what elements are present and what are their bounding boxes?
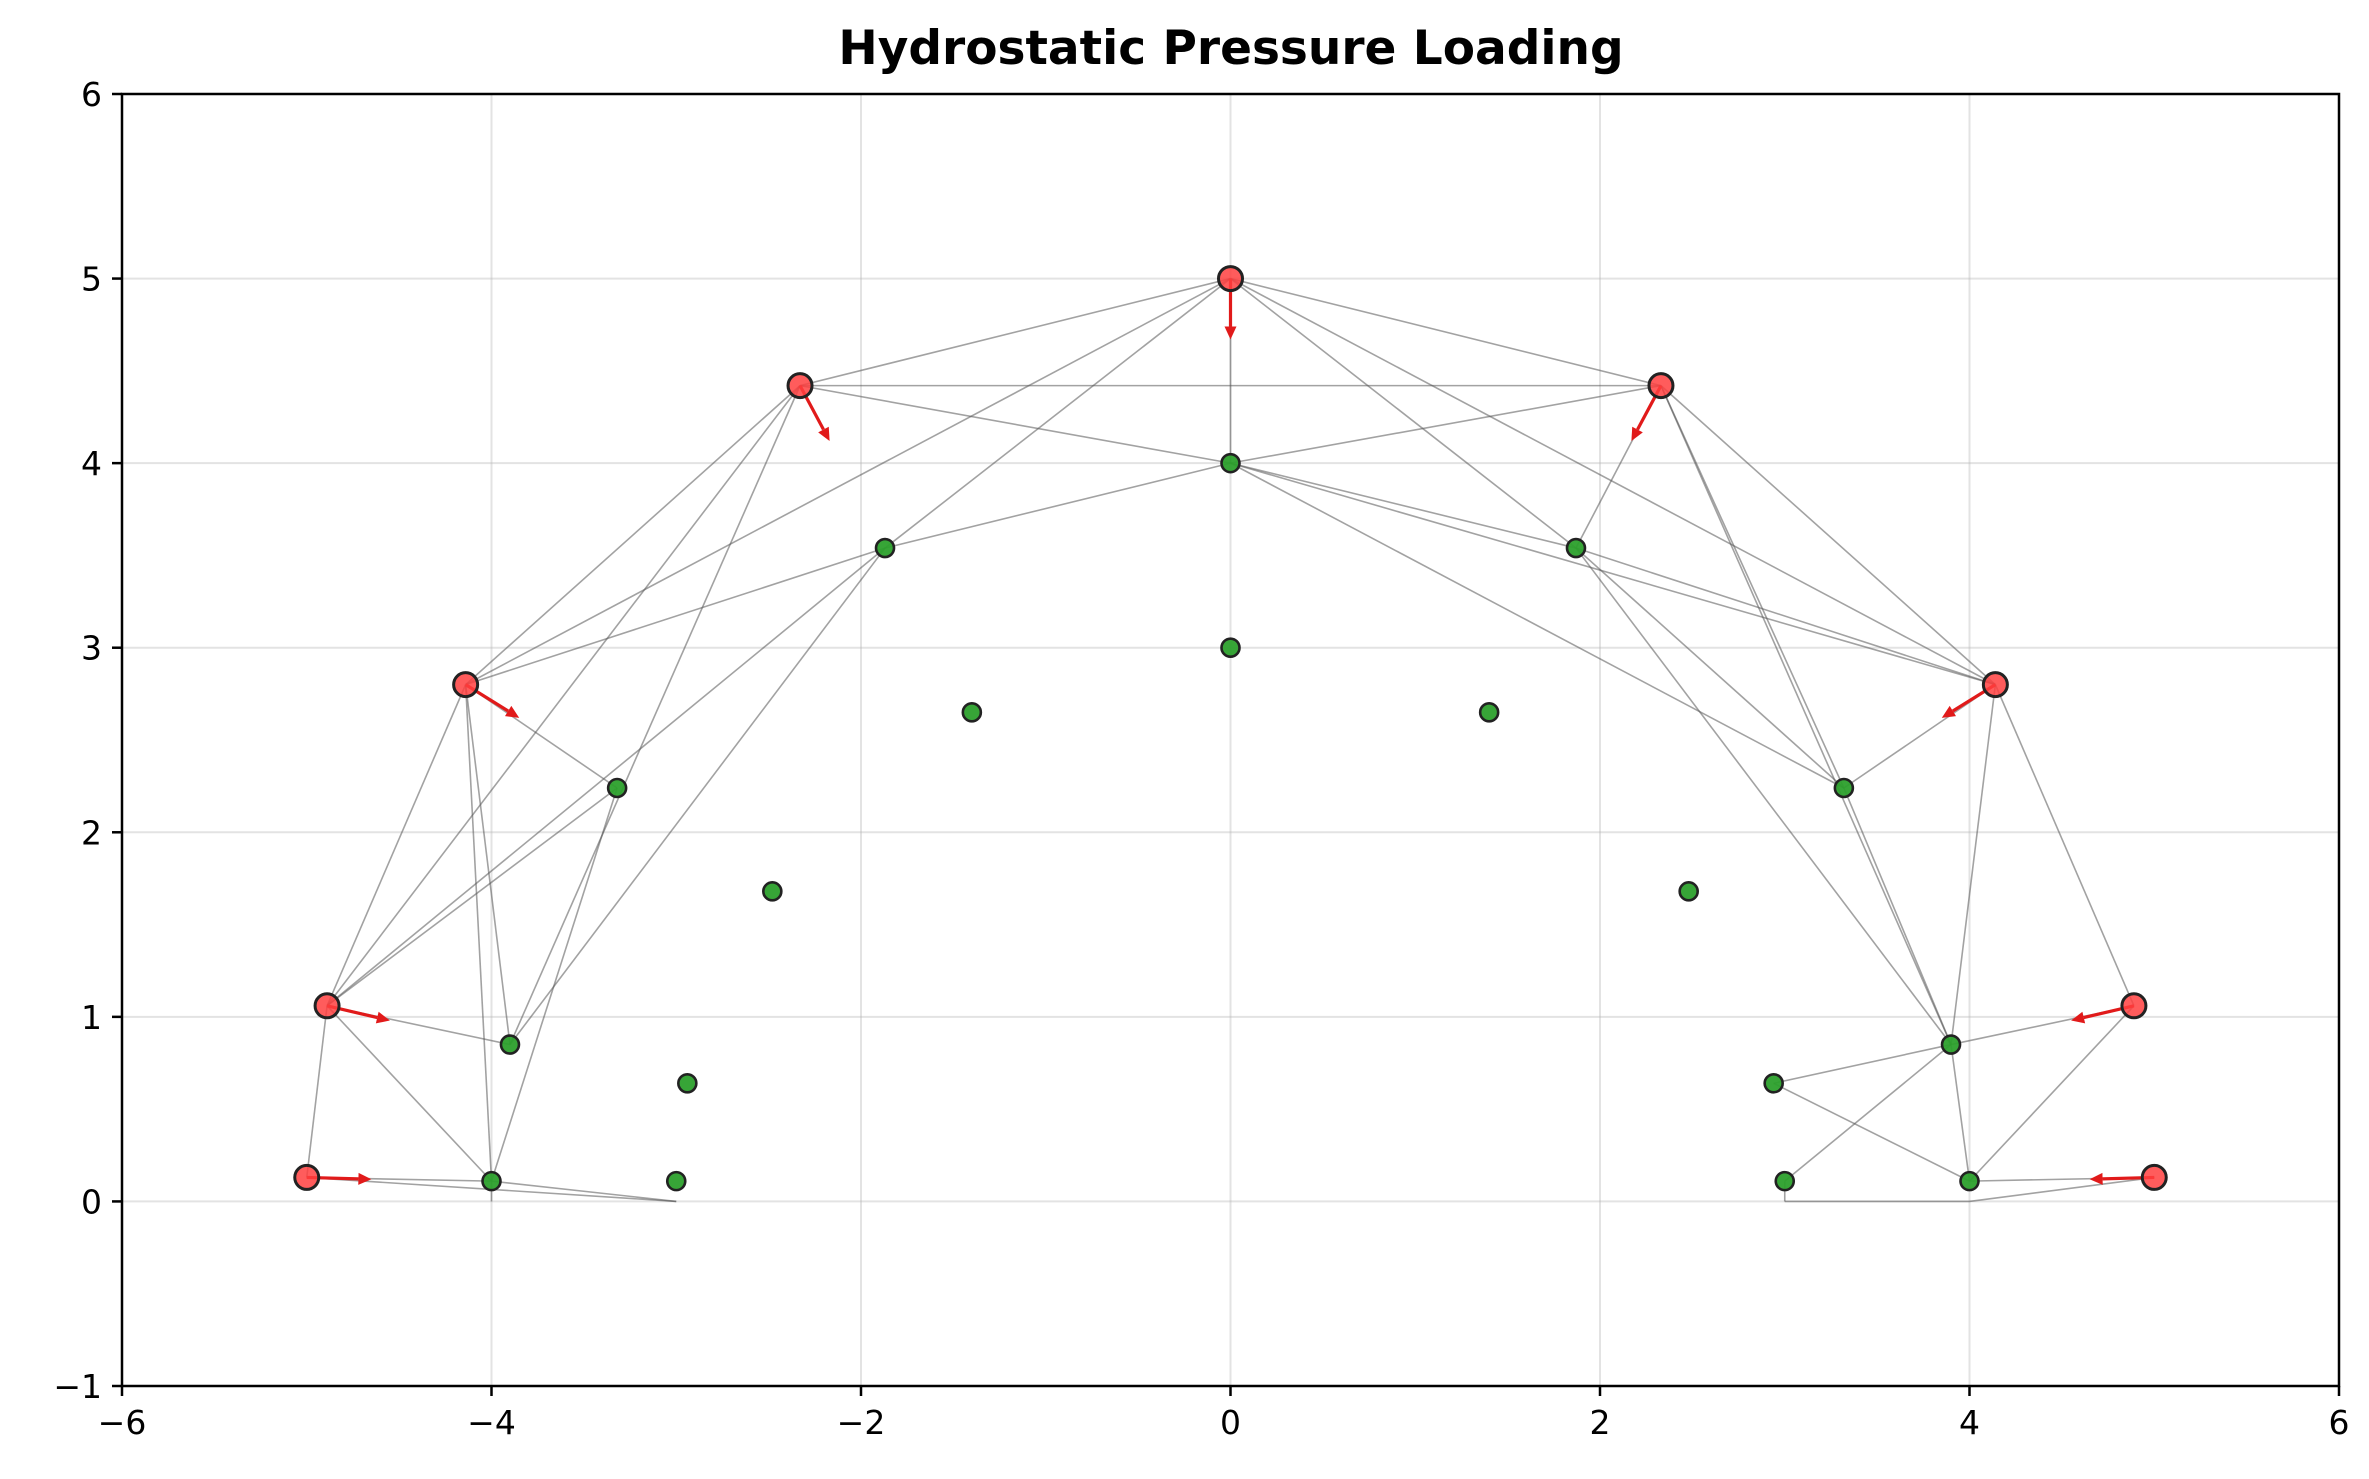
truss-member xyxy=(305,1005,328,1178)
interior-node-point xyxy=(1478,702,1500,723)
truss-member xyxy=(326,787,618,1007)
load-arrow-head xyxy=(375,1011,390,1024)
loaded-node-point xyxy=(293,1163,321,1191)
x-tick-label: 2 xyxy=(1590,1403,1611,1442)
truss-member xyxy=(326,684,467,1007)
y-tick-label: −1 xyxy=(53,1367,102,1406)
chart-title: Hydrostatic Pressure Loading xyxy=(838,21,1623,76)
interior-node-point xyxy=(961,702,983,723)
truss-member xyxy=(465,547,886,686)
truss-member xyxy=(326,385,801,1007)
truss-member xyxy=(1784,1043,1952,1182)
truss-member xyxy=(1230,384,1662,464)
y-tick-label: 0 xyxy=(81,1182,102,1221)
interior-node-point xyxy=(1763,1073,1784,1094)
load-arrow-head xyxy=(2071,1011,2086,1024)
x-tick-label: 0 xyxy=(1220,1403,1241,1442)
truss-member xyxy=(1660,385,1952,1045)
x-tick-label: 4 xyxy=(1959,1403,1980,1442)
interior-node-point xyxy=(1774,1170,1796,1192)
truss-member xyxy=(491,1180,677,1203)
interior-node-point xyxy=(665,1170,687,1192)
interior-node-point xyxy=(762,881,783,902)
truss-member xyxy=(1660,385,1996,686)
truss-member xyxy=(1994,684,2135,1007)
truss-member xyxy=(884,277,1231,549)
ticks-layer: −6 −4 −2 0 2 4 6 −1 0 1 2 3 4 5 6 xyxy=(53,75,2349,1442)
y-tick-label: 5 xyxy=(81,260,102,299)
load-arrow-head xyxy=(358,1172,372,1185)
interior-node-point xyxy=(1940,1034,1962,1055)
truss-member xyxy=(1773,1043,1952,1085)
truss-member xyxy=(1773,1082,1970,1182)
truss-member xyxy=(1843,787,1952,1045)
truss-member xyxy=(326,547,886,1007)
y-tick-label: 6 xyxy=(81,75,102,114)
interior-node-point xyxy=(874,537,896,559)
y-tick-label: 1 xyxy=(81,998,102,1037)
interior-node-point xyxy=(1678,881,1699,902)
truss-member xyxy=(326,1005,493,1182)
truss-member xyxy=(1950,684,1997,1045)
y-tick-label: 2 xyxy=(81,813,102,852)
load-arrow-head xyxy=(505,705,520,718)
truss-member xyxy=(1230,462,1845,789)
members-layer xyxy=(305,277,2155,1203)
loaded-node-point xyxy=(1981,671,2009,699)
interior-node-point xyxy=(1220,452,1241,474)
interior-node-point xyxy=(499,1034,521,1055)
loaded-node-point xyxy=(1647,372,1675,400)
y-tick-label: 3 xyxy=(81,629,102,668)
x-tick-label: −2 xyxy=(837,1403,886,1442)
truss-member xyxy=(884,462,1231,549)
load-arrow-head xyxy=(2089,1172,2103,1185)
loaded-node-point xyxy=(2120,992,2148,1020)
interior-node-point xyxy=(677,1073,698,1094)
truss-member xyxy=(490,787,618,1182)
truss-member xyxy=(464,684,493,1182)
truss-member xyxy=(799,384,1231,464)
interior-node-point xyxy=(606,777,628,799)
truss-member xyxy=(1575,547,1996,686)
loaded-node-point xyxy=(786,372,814,400)
truss-member xyxy=(1230,277,1996,686)
x-tick-label: −4 xyxy=(467,1403,516,1442)
truss-member xyxy=(1230,462,1996,686)
truss-member xyxy=(1660,385,1845,789)
interior-node-point xyxy=(1565,537,1587,559)
loaded-node-point xyxy=(313,992,341,1020)
load-arrow-head xyxy=(1631,426,1643,441)
truss-member xyxy=(1969,1176,2155,1203)
truss-member xyxy=(1968,1005,2135,1182)
interior-node-point xyxy=(1220,637,1241,659)
truss-member xyxy=(1230,277,1662,387)
interior-node-point xyxy=(481,1170,502,1192)
x-tick-label: 6 xyxy=(2329,1403,2350,1442)
load-arrow-head xyxy=(1941,705,1956,718)
truss-member xyxy=(509,385,801,1045)
nodes-layer xyxy=(293,265,2168,1192)
x-tick-label: −6 xyxy=(98,1403,147,1442)
y-tick-label: 4 xyxy=(81,444,102,483)
truss-member xyxy=(1230,277,1577,549)
truss-member xyxy=(1230,462,1577,549)
truss-member xyxy=(1575,547,1952,1046)
loaded-node-point xyxy=(1217,265,1244,293)
truss-member xyxy=(464,684,511,1045)
truss-member xyxy=(465,385,801,686)
loaded-node-point xyxy=(2140,1163,2168,1191)
interior-node-point xyxy=(1833,777,1855,799)
loaded-node-point xyxy=(452,671,480,699)
interior-node-point xyxy=(1959,1170,1980,1192)
load-arrow-head xyxy=(1224,326,1237,340)
load-arrow-head xyxy=(818,426,830,441)
truss-member xyxy=(465,277,1231,686)
truss-member xyxy=(1950,1044,1971,1182)
truss-member xyxy=(509,547,886,1046)
truss-member xyxy=(799,277,1231,387)
truss-member xyxy=(1575,547,1845,789)
